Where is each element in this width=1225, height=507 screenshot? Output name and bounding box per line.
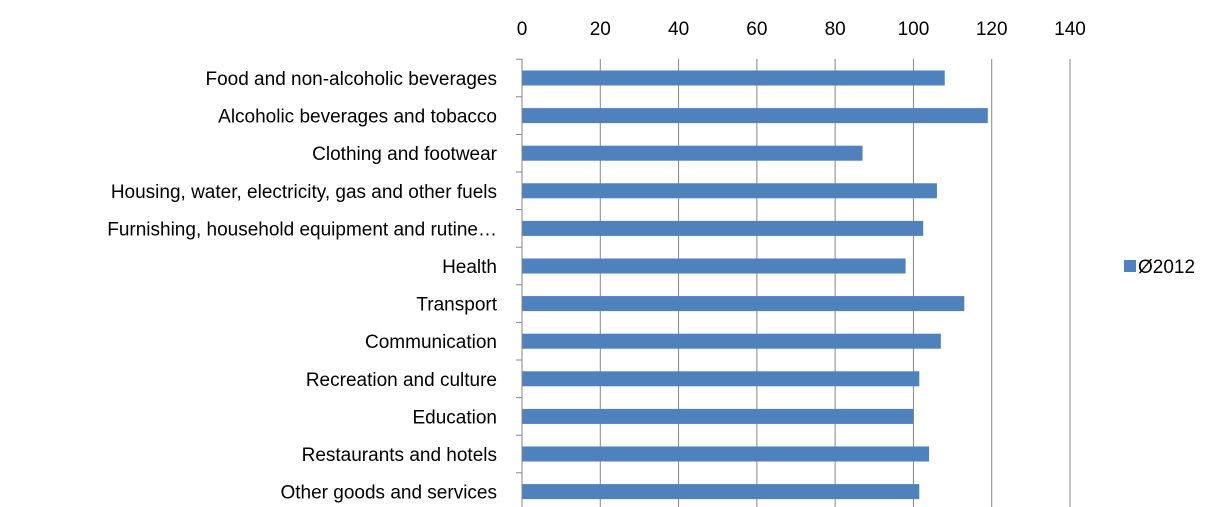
x-tick-label: 120 bbox=[976, 19, 1008, 40]
bar bbox=[522, 183, 937, 199]
bar bbox=[522, 296, 965, 312]
bar bbox=[522, 446, 930, 462]
x-tick-label: 100 bbox=[898, 19, 930, 40]
bar bbox=[522, 258, 906, 274]
bar bbox=[522, 145, 863, 161]
bar bbox=[522, 220, 924, 236]
bar bbox=[522, 333, 941, 349]
category-label: Alcoholic beverages and tobacco bbox=[218, 107, 497, 128]
bar bbox=[522, 70, 945, 86]
category-label: Communication bbox=[365, 332, 497, 353]
bar bbox=[522, 484, 920, 500]
category-label: Restaurants and hotels bbox=[302, 445, 497, 466]
bar bbox=[522, 408, 914, 424]
category-label: Education bbox=[412, 407, 497, 428]
x-tick-label: 40 bbox=[668, 19, 689, 40]
x-tick-label: 80 bbox=[825, 19, 846, 40]
category-label: Furnishing, household equipment and ruti… bbox=[107, 219, 497, 240]
category-label: Clothing and footwear bbox=[312, 144, 498, 165]
category-label: Recreation and culture bbox=[306, 370, 497, 391]
category-label: Food and non-alcoholic beverages bbox=[205, 69, 497, 90]
category-label: Transport bbox=[416, 295, 497, 316]
category-labels: Food and non-alcoholic beverages Alcoholi… bbox=[107, 69, 497, 504]
legend: Ø2012 bbox=[1124, 257, 1195, 278]
x-tick-label: 0 bbox=[517, 19, 528, 40]
category-label: Health bbox=[442, 257, 497, 278]
x-tick-label: 140 bbox=[1054, 19, 1086, 40]
legend-swatch bbox=[1124, 260, 1136, 272]
category-label: Other goods and services bbox=[280, 483, 497, 504]
category-axis bbox=[516, 58, 523, 507]
bars bbox=[522, 70, 988, 500]
x-tick-label: 20 bbox=[590, 19, 611, 40]
x-tick-label: 60 bbox=[746, 19, 767, 40]
legend-label: Ø2012 bbox=[1138, 257, 1195, 278]
category-label: Housing, water, electricity, gas and oth… bbox=[111, 182, 497, 203]
value-axis-ticks: 0 20 40 60 80 100 120 140 bbox=[517, 19, 1086, 40]
gridlines bbox=[599, 59, 1071, 507]
bar bbox=[522, 371, 920, 387]
bar bbox=[522, 108, 988, 124]
